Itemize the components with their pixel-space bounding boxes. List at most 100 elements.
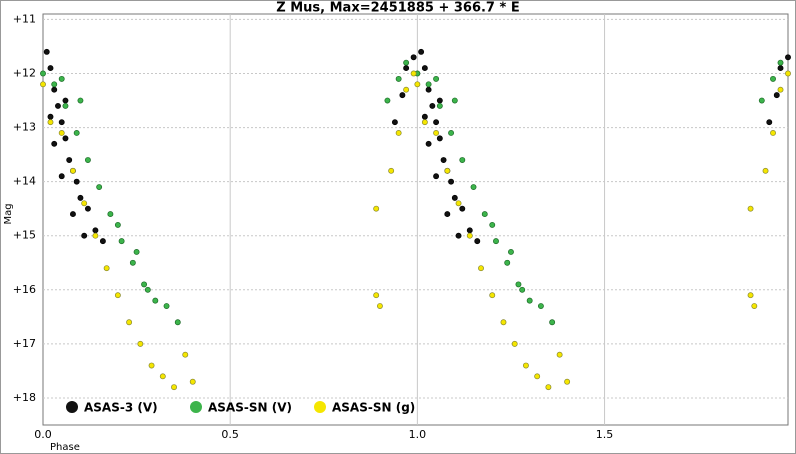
data-point: [43, 48, 50, 55]
data-point: [433, 119, 440, 126]
data-point: [751, 303, 758, 309]
y-tick-label: +16: [13, 283, 36, 296]
data-point: [84, 157, 91, 163]
data-point: [137, 340, 144, 347]
data-point: [433, 75, 440, 82]
data-point: [549, 319, 556, 326]
data-point: [66, 157, 73, 163]
data-point: [433, 173, 440, 180]
data-point: [47, 119, 54, 126]
legend-marker: [314, 401, 326, 413]
x-axis-label: Phase: [50, 442, 80, 453]
data-point: [141, 281, 148, 288]
data-point: [148, 362, 155, 369]
data-point: [425, 140, 432, 147]
data-point: [373, 205, 380, 212]
data-point: [766, 119, 773, 126]
data-point: [81, 200, 88, 207]
data-point: [451, 97, 458, 104]
data-point: [436, 102, 443, 109]
data-point: [459, 205, 466, 212]
data-point: [384, 97, 391, 104]
data-point: [114, 292, 121, 299]
data-point: [785, 70, 791, 77]
data-point: [785, 54, 791, 61]
data-point: [410, 70, 417, 77]
legend-label: ASAS-3 (V): [84, 401, 158, 415]
data-point: [84, 205, 91, 212]
data-point: [455, 200, 462, 207]
chart-title: Z Mus, Max=2451885 + 366.7 * E: [276, 1, 519, 16]
data-point: [159, 373, 166, 380]
data-point: [425, 86, 432, 93]
y-tick-label: +11: [13, 12, 36, 25]
y-tick-label: +18: [13, 391, 36, 404]
data-point: [410, 54, 417, 61]
y-tick-label: +13: [13, 121, 36, 134]
data-point: [73, 178, 80, 185]
data-point: [47, 65, 54, 72]
data-point: [436, 135, 443, 142]
x-tick-label: 0.5: [221, 428, 239, 441]
data-point: [373, 292, 380, 299]
data-point: [189, 378, 196, 385]
data-point: [62, 97, 69, 104]
data-point: [77, 194, 84, 201]
data-point: [77, 97, 84, 104]
data-point: [58, 173, 65, 180]
data-point: [770, 130, 776, 136]
legend-label: ASAS-SN (g): [332, 401, 415, 415]
data-point: [474, 238, 481, 245]
x-tick-label: 0.0: [34, 428, 52, 441]
data-point: [414, 81, 421, 88]
y-axis-label: Mag: [3, 203, 14, 224]
data-point: [448, 130, 455, 136]
y-tick-label: +17: [13, 337, 36, 350]
data-point: [451, 194, 458, 201]
data-point: [418, 48, 425, 55]
data-point: [403, 86, 410, 93]
data-point: [58, 119, 65, 126]
data-point: [62, 102, 69, 109]
data-point: [395, 75, 402, 82]
data-point: [448, 178, 455, 185]
data-point: [388, 167, 395, 174]
data-point: [118, 238, 125, 245]
data-point: [421, 113, 428, 120]
data-point: [69, 167, 76, 174]
data-point: [444, 167, 451, 174]
data-point: [58, 75, 65, 82]
data-point: [777, 86, 784, 93]
data-point: [376, 303, 383, 309]
data-point: [515, 281, 522, 288]
legend-marker: [190, 401, 202, 413]
data-point: [481, 211, 488, 218]
data-point: [133, 248, 140, 255]
data-point: [500, 319, 507, 326]
data-point: [126, 319, 133, 326]
data-point: [399, 92, 406, 99]
data-point: [508, 248, 514, 255]
data-point: [470, 184, 477, 191]
data-point: [395, 130, 402, 136]
data-point: [459, 157, 466, 163]
data-point: [440, 157, 447, 163]
data-point: [455, 232, 462, 239]
data-point: [511, 340, 518, 347]
data-point: [777, 59, 784, 66]
data-point: [564, 378, 571, 385]
data-point: [493, 238, 499, 245]
data-point: [777, 65, 784, 72]
data-point: [51, 86, 58, 93]
data-point: [556, 351, 563, 358]
data-point: [747, 205, 754, 212]
data-point: [114, 221, 121, 228]
data-point: [489, 221, 496, 228]
data-point: [391, 119, 398, 126]
data-point: [51, 140, 58, 147]
data-point: [770, 75, 776, 82]
data-point: [96, 184, 103, 191]
data-point: [762, 167, 769, 174]
legend-marker: [66, 401, 78, 413]
